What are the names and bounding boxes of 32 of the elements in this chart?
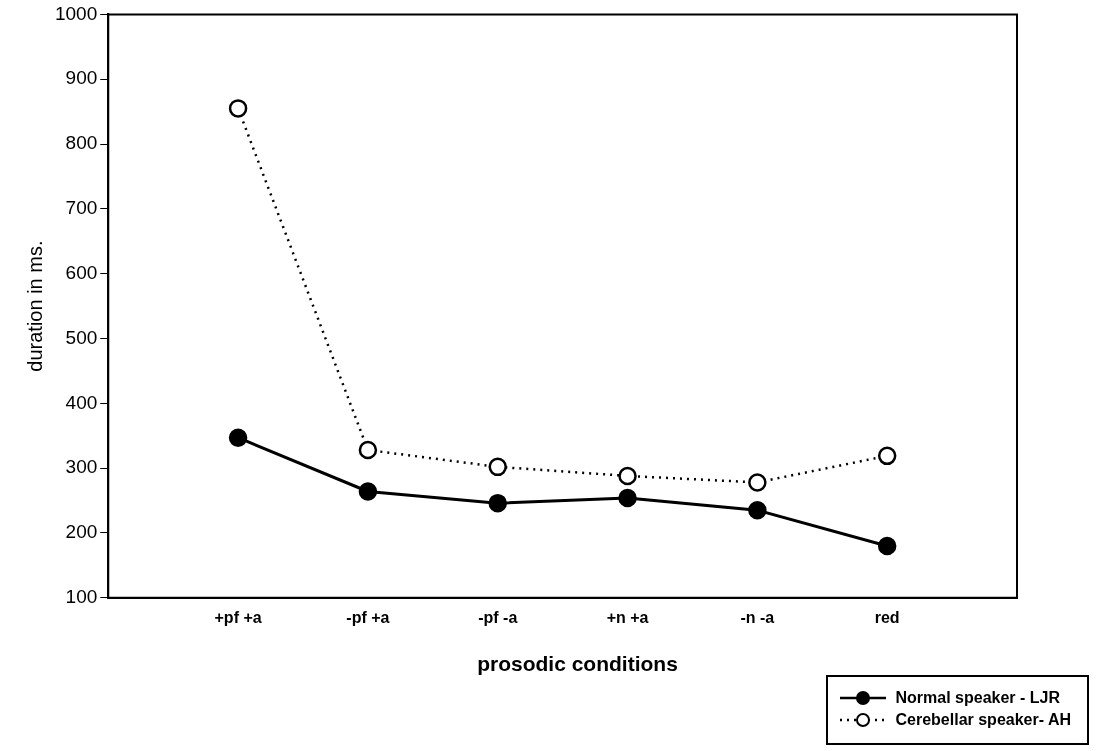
point bbox=[618, 466, 637, 486]
point bbox=[488, 457, 507, 477]
y-tick-label: 300 bbox=[65, 456, 98, 478]
point bbox=[877, 536, 897, 556]
x-tick-label: +pf +a bbox=[214, 608, 262, 626]
x-axis-title: prosodic conditions bbox=[476, 652, 679, 676]
y-tick-label: 900 bbox=[65, 67, 98, 89]
y-tick-label: 1000 bbox=[54, 2, 98, 24]
x-tick-label: +n +a bbox=[606, 608, 649, 626]
point bbox=[877, 446, 897, 466]
y-tick-label: 400 bbox=[65, 391, 98, 413]
point bbox=[488, 493, 507, 513]
y-tick-label: 100 bbox=[65, 586, 98, 608]
x-tick-label: -pf -a bbox=[478, 608, 518, 626]
point bbox=[748, 501, 767, 520]
y-tick-label: 800 bbox=[65, 132, 98, 154]
legend-label: Normal speaker - LJR bbox=[895, 689, 1061, 707]
y-tick-label: 500 bbox=[65, 326, 98, 348]
x-tick-label: -pf +a bbox=[346, 608, 390, 626]
point bbox=[618, 488, 637, 508]
y-tick-label: 200 bbox=[65, 521, 98, 543]
point bbox=[748, 473, 767, 492]
point bbox=[228, 99, 248, 118]
y-tick-label: 700 bbox=[65, 197, 98, 219]
x-tick-label: -n -a bbox=[740, 608, 775, 626]
point bbox=[358, 440, 378, 460]
y-tick-label: 600 bbox=[65, 261, 98, 283]
x-tick-label: red bbox=[874, 608, 900, 626]
point bbox=[228, 428, 248, 447]
point bbox=[358, 482, 378, 501]
y-axis-title: duration in ms. bbox=[23, 240, 46, 372]
legend-label: Cerebellar speaker- AH bbox=[895, 711, 1071, 729]
